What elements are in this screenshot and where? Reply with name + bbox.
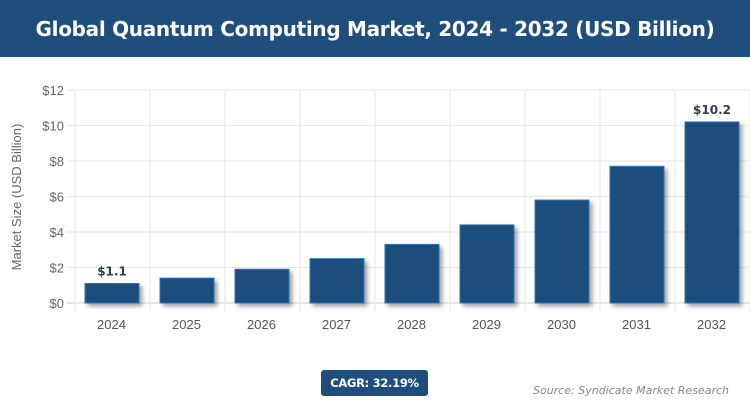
bar-2030[interactable] — [534, 199, 590, 304]
bar-2025[interactable] — [159, 277, 215, 304]
bar-2027[interactable] — [309, 258, 365, 304]
data-label: $1.1 — [97, 264, 127, 278]
bar-2024[interactable] — [84, 282, 140, 304]
y-tick-label: $2 — [50, 261, 64, 276]
x-tick-label: 2030 — [547, 317, 576, 332]
data-label: $10.2 — [693, 103, 731, 117]
y-tick-label: $4 — [50, 225, 64, 240]
source-note: Source: Syndicate Market Research — [533, 384, 729, 397]
x-tick-label: 2028 — [397, 317, 426, 332]
x-tick-label: 2025 — [172, 317, 201, 332]
bar-2032[interactable] — [684, 121, 740, 304]
x-tick-label: 2032 — [697, 317, 726, 332]
labels: $0 $2 $4 $6 $8 $10 $12 2024 $1.1 2025 2026 2027 2028… — [42, 83, 731, 332]
y-tick-label: $10 — [42, 119, 64, 134]
bar-2031[interactable] — [609, 165, 665, 304]
y-tick-label: $0 — [50, 296, 64, 311]
bar-2028[interactable] — [384, 243, 440, 304]
x-tick-label: 2031 — [622, 317, 651, 332]
chart-header: Global Quantum Computing Market, 2024 - … — [0, 0, 750, 57]
x-tick-label: 2027 — [322, 317, 351, 332]
x-tick-label: 2026 — [247, 317, 276, 332]
y-axis-label: Market Size (USD Billion) — [9, 124, 24, 271]
cagr-badge: CAGR: 32.19% — [321, 370, 428, 396]
y-tick-label: $6 — [50, 190, 64, 205]
bars — [84, 121, 740, 304]
y-tick-label: $8 — [50, 154, 64, 169]
bar-2029[interactable] — [459, 224, 515, 304]
x-tick-label: 2024 — [97, 317, 126, 332]
bar-2026[interactable] — [234, 268, 290, 304]
x-tick-label: 2029 — [472, 317, 501, 332]
chart-title: Global Quantum Computing Market, 2024 - … — [35, 16, 715, 41]
y-tick-label: $12 — [42, 83, 64, 98]
